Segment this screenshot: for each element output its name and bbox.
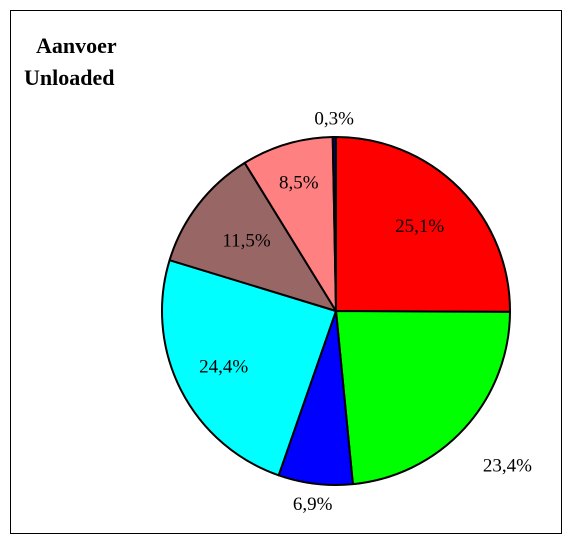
- data-label: 25,1%: [395, 216, 444, 237]
- pie-slice: [335, 136, 511, 313]
- data-label: 6,9%: [293, 494, 333, 515]
- data-label: 0,3%: [314, 108, 354, 129]
- pie-slice: [331, 136, 337, 312]
- chart-title-line: Aanvoer: [36, 33, 117, 58]
- pie-slice: [161, 259, 337, 477]
- data-label: 8,5%: [279, 173, 319, 194]
- pie-slice: [168, 161, 337, 312]
- chart-title-line: Unloaded: [24, 65, 114, 90]
- pie-slice: [335, 310, 511, 486]
- data-label: 11,5%: [222, 230, 271, 251]
- data-label: 24,4%: [199, 356, 248, 377]
- data-label: 23,4%: [483, 456, 532, 477]
- pie-slice: [243, 136, 337, 312]
